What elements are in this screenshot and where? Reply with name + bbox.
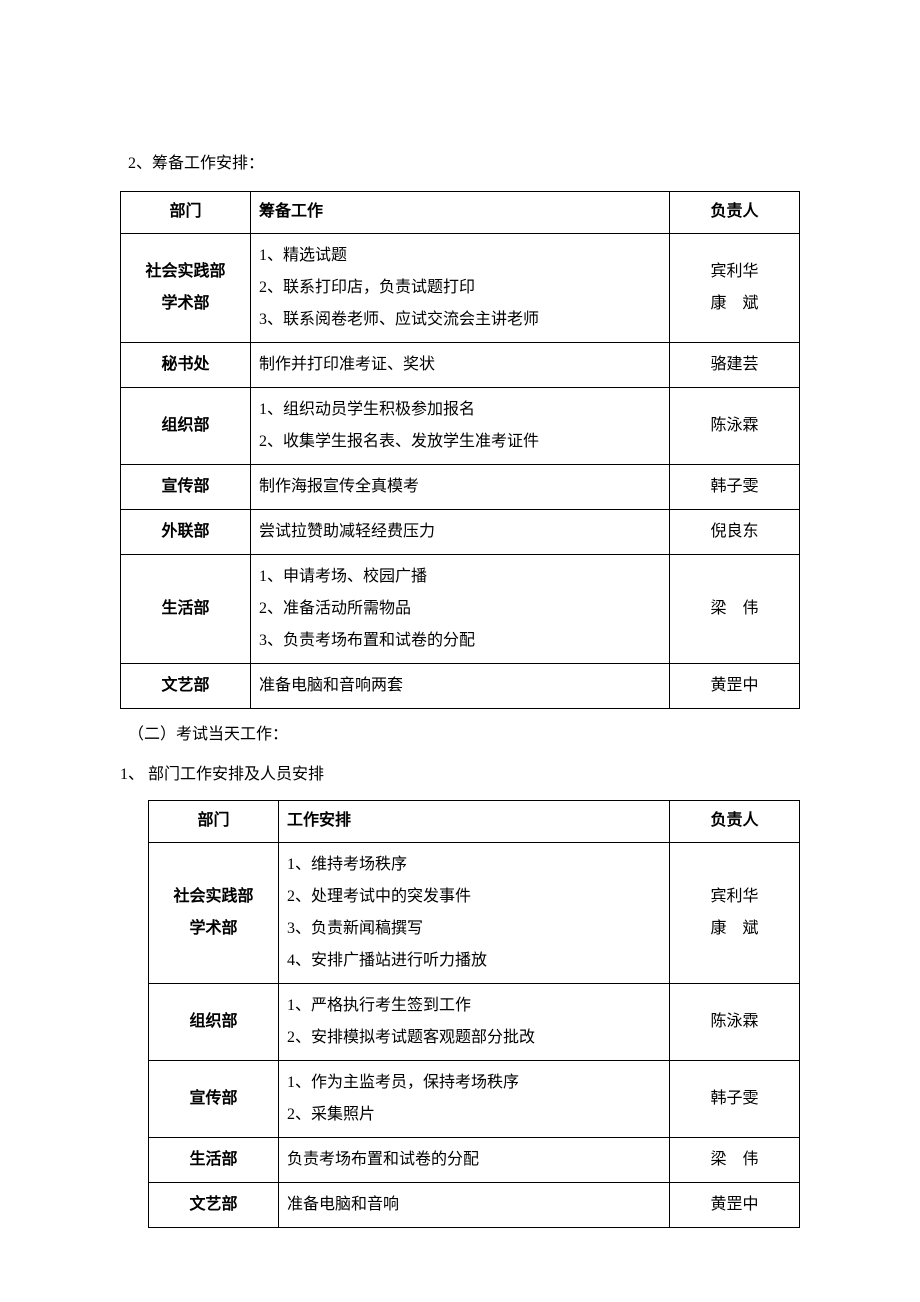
col-header-dept: 部门 <box>121 191 251 233</box>
col-header-owner: 负责人 <box>670 191 800 233</box>
table-row: 秘书处制作并打印准考证、奖状骆建芸 <box>121 342 800 387</box>
task-line: 2、安排模拟考试题客观题部分批改 <box>287 1022 661 1054</box>
task-line: 3、负责新闻稿撰写 <box>287 913 661 945</box>
cell-owner: 韩子雯 <box>670 1060 800 1137</box>
cell-dept: 社会实践部学术部 <box>121 233 251 342</box>
table-row: 组织部1、严格执行考生签到工作2、安排模拟考试题客观题部分批改陈泳霖 <box>149 983 800 1060</box>
cell-dept: 组织部 <box>149 983 279 1060</box>
cell-dept: 社会实践部学术部 <box>149 842 279 983</box>
section2-heading: （二）考试当天工作： <box>120 721 800 750</box>
cell-work: 制作并打印准考证、奖状 <box>251 342 670 387</box>
task-line: 2、收集学生报名表、发放学生准考证件 <box>259 426 661 458</box>
cell-owner: 陈泳霖 <box>670 983 800 1060</box>
table-row: 生活部负责考场布置和试卷的分配梁 伟 <box>149 1137 800 1182</box>
table-row: 组织部1、组织动员学生积极参加报名2、收集学生报名表、发放学生准考证件陈泳霖 <box>121 387 800 464</box>
task-line: 2、联系打印店，负责试题打印 <box>259 272 661 304</box>
task-line: 1、申请考场、校园广播 <box>259 561 661 593</box>
prep-work-table: 部门 筹备工作 负责人 社会实践部学术部1、精选试题2、联系打印店，负责试题打印… <box>120 191 800 709</box>
cell-owner: 黄罡中 <box>670 1182 800 1227</box>
cell-owner: 梁 伟 <box>670 554 800 663</box>
cell-owner: 骆建芸 <box>670 342 800 387</box>
cell-owner: 宾利华康 斌 <box>670 233 800 342</box>
table-row: 外联部尝试拉赞助减轻经费压力倪良东 <box>121 509 800 554</box>
cell-dept: 文艺部 <box>149 1182 279 1227</box>
task-line: 准备电脑和音响 <box>287 1189 661 1221</box>
col-header-dept: 部门 <box>149 801 279 843</box>
cell-dept: 生活部 <box>149 1137 279 1182</box>
cell-owner: 梁 伟 <box>670 1137 800 1182</box>
table-header-row: 部门 工作安排 负责人 <box>149 801 800 843</box>
cell-work: 负责考场布置和试卷的分配 <box>279 1137 670 1182</box>
cell-work: 1、维持考场秩序2、处理考试中的突发事件3、负责新闻稿撰写4、安排广播站进行听力… <box>279 842 670 983</box>
col-header-work: 工作安排 <box>279 801 670 843</box>
table-row: 社会实践部学术部1、维持考场秩序2、处理考试中的突发事件3、负责新闻稿撰写4、安… <box>149 842 800 983</box>
table-row: 宣传部制作海报宣传全真模考韩子雯 <box>121 464 800 509</box>
section1-heading: 2、筹备工作安排： <box>120 150 800 179</box>
task-line: 1、组织动员学生积极参加报名 <box>259 394 661 426</box>
cell-dept: 组织部 <box>121 387 251 464</box>
cell-dept: 外联部 <box>121 509 251 554</box>
cell-work: 1、组织动员学生积极参加报名2、收集学生报名表、发放学生准考证件 <box>251 387 670 464</box>
cell-work: 准备电脑和音响 <box>279 1182 670 1227</box>
cell-work: 1、申请考场、校园广播2、准备活动所需物品3、负责考场布置和试卷的分配 <box>251 554 670 663</box>
task-line: 1、维持考场秩序 <box>287 849 661 881</box>
col-header-owner: 负责人 <box>670 801 800 843</box>
cell-work: 1、作为主监考员，保持考场秩序2、采集照片 <box>279 1060 670 1137</box>
task-line: 制作并打印准考证、奖状 <box>259 349 661 381</box>
task-line: 尝试拉赞助减轻经费压力 <box>259 516 661 548</box>
task-line: 1、严格执行考生签到工作 <box>287 990 661 1022</box>
table-header-row: 部门 筹备工作 负责人 <box>121 191 800 233</box>
col-header-work: 筹备工作 <box>251 191 670 233</box>
cell-dept: 秘书处 <box>121 342 251 387</box>
task-line: 4、安排广播站进行听力播放 <box>287 945 661 977</box>
table-row: 文艺部准备电脑和音响黄罡中 <box>149 1182 800 1227</box>
table-row: 社会实践部学术部1、精选试题2、联系打印店，负责试题打印3、联系阅卷老师、应试交… <box>121 233 800 342</box>
table-row: 文艺部准备电脑和音响两套黄罡中 <box>121 663 800 708</box>
cell-work: 尝试拉赞助减轻经费压力 <box>251 509 670 554</box>
section2-subheading: 1、 部门工作安排及人员安排 <box>120 761 800 790</box>
cell-owner: 黄罡中 <box>670 663 800 708</box>
cell-dept: 生活部 <box>121 554 251 663</box>
task-line: 1、作为主监考员，保持考场秩序 <box>287 1067 661 1099</box>
cell-work: 1、精选试题2、联系打印店，负责试题打印3、联系阅卷老师、应试交流会主讲老师 <box>251 233 670 342</box>
cell-dept: 文艺部 <box>121 663 251 708</box>
cell-owner: 陈泳霖 <box>670 387 800 464</box>
cell-owner: 倪良东 <box>670 509 800 554</box>
cell-work: 制作海报宣传全真模考 <box>251 464 670 509</box>
task-line: 负责考场布置和试卷的分配 <box>287 1144 661 1176</box>
cell-dept: 宣传部 <box>149 1060 279 1137</box>
exam-day-table: 部门 工作安排 负责人 社会实践部学术部1、维持考场秩序2、处理考试中的突发事件… <box>148 800 800 1228</box>
task-line: 准备电脑和音响两套 <box>259 670 661 702</box>
task-line: 2、准备活动所需物品 <box>259 593 661 625</box>
cell-owner: 韩子雯 <box>670 464 800 509</box>
cell-owner: 宾利华康 斌 <box>670 842 800 983</box>
cell-dept: 宣传部 <box>121 464 251 509</box>
task-line: 制作海报宣传全真模考 <box>259 471 661 503</box>
cell-work: 准备电脑和音响两套 <box>251 663 670 708</box>
task-line: 3、负责考场布置和试卷的分配 <box>259 625 661 657</box>
task-line: 3、联系阅卷老师、应试交流会主讲老师 <box>259 304 661 336</box>
cell-work: 1、严格执行考生签到工作2、安排模拟考试题客观题部分批改 <box>279 983 670 1060</box>
table-row: 生活部1、申请考场、校园广播2、准备活动所需物品3、负责考场布置和试卷的分配梁 … <box>121 554 800 663</box>
task-line: 2、处理考试中的突发事件 <box>287 881 661 913</box>
task-line: 2、采集照片 <box>287 1099 661 1131</box>
table-row: 宣传部1、作为主监考员，保持考场秩序2、采集照片韩子雯 <box>149 1060 800 1137</box>
task-line: 1、精选试题 <box>259 240 661 272</box>
